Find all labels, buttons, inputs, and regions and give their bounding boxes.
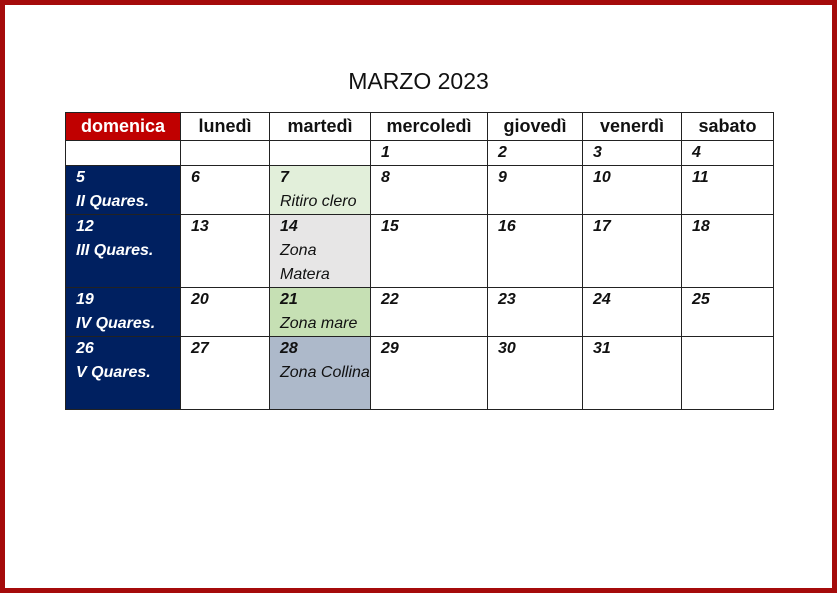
- day-number: 12: [76, 218, 94, 235]
- day-number: 25: [692, 291, 710, 308]
- day-cell: 8: [370, 165, 488, 215]
- day-note: Zona Collina: [280, 364, 370, 381]
- week-row: 12 III Quares. 13 14 Zona Matera 15 16 17 18: [65, 214, 774, 288]
- day-number: 19: [76, 291, 94, 308]
- day-number: 3: [593, 144, 602, 161]
- day-cell: 22: [370, 287, 488, 337]
- day-cell: 11: [681, 165, 774, 215]
- day-cell: 7 Ritiro clero: [269, 165, 371, 215]
- day-cell: 25: [681, 287, 774, 337]
- day-cell: 1: [370, 140, 488, 166]
- day-cell: 21 Zona mare: [269, 287, 371, 337]
- day-cell: [269, 140, 371, 166]
- weekday-header-mercoled: mercoledì: [370, 112, 488, 141]
- day-cell: 27: [180, 336, 270, 410]
- day-note: V Quares.: [76, 364, 151, 381]
- day-note: II Quares.: [76, 193, 149, 210]
- weekday-header-marted: martedì: [269, 112, 371, 141]
- day-cell: [180, 140, 270, 166]
- day-number: 4: [692, 144, 701, 161]
- day-number: 22: [381, 291, 399, 308]
- day-note: III Quares.: [76, 242, 154, 259]
- day-number: 23: [498, 291, 516, 308]
- day-cell: 23: [487, 287, 583, 337]
- day-number: 11: [692, 169, 709, 186]
- day-number: 6: [191, 169, 200, 186]
- calendar-table: domenica lunedì martedì mercoledì giovedì ven…: [65, 112, 774, 410]
- day-cell: 28 Zona Collina: [269, 336, 371, 410]
- day-note: Zona Matera: [280, 242, 330, 283]
- day-cell: 15: [370, 214, 488, 288]
- day-cell: 9: [487, 165, 583, 215]
- day-cell: 3: [582, 140, 682, 166]
- day-cell: 16: [487, 214, 583, 288]
- day-cell: 31: [582, 336, 682, 410]
- day-cell: 13: [180, 214, 270, 288]
- day-number: 13: [191, 218, 209, 235]
- weekday-header-luned: lunedì: [180, 112, 270, 141]
- day-number: 16: [498, 218, 516, 235]
- week-row: 5 II Quares. 6 7 Ritiro clero 8 9 10 11: [65, 165, 774, 215]
- day-number: 18: [692, 218, 710, 235]
- day-number: 27: [191, 340, 209, 357]
- day-number: 17: [593, 218, 611, 235]
- week-row: 19 IV Quares. 20 21 Zona mare 22 23 24 25: [65, 287, 774, 337]
- day-cell: 5 II Quares.: [65, 165, 181, 215]
- day-number: 8: [381, 169, 390, 186]
- day-number: 9: [498, 169, 507, 186]
- day-number: 10: [593, 169, 611, 186]
- weekday-header-row: domenica lunedì martedì mercoledì giovedì ven…: [65, 112, 774, 141]
- weekday-header-sabato: sabato: [681, 112, 774, 141]
- weekday-header-domenica: domenica: [65, 112, 181, 141]
- day-cell: 29: [370, 336, 488, 410]
- day-note: Ritiro clero: [280, 193, 357, 210]
- day-number: 31: [593, 340, 611, 357]
- day-cell: 17: [582, 214, 682, 288]
- weekday-header-venerd: venerdì: [582, 112, 682, 141]
- day-number: 30: [498, 340, 516, 357]
- week-row: 26 V Quares. 27 28 Zona Collina 29 30 31: [65, 336, 774, 410]
- day-number: 1: [381, 144, 390, 161]
- day-cell: 2: [487, 140, 583, 166]
- day-cell: [65, 140, 181, 166]
- day-cell: 10: [582, 165, 682, 215]
- day-cell: 18: [681, 214, 774, 288]
- weekday-header-gioved: giovedì: [487, 112, 583, 141]
- day-cell: 20: [180, 287, 270, 337]
- day-cell: 19 IV Quares.: [65, 287, 181, 337]
- day-cell: 14 Zona Matera: [269, 214, 371, 288]
- day-number: 2: [498, 144, 507, 161]
- day-number: 15: [381, 218, 399, 235]
- day-number: 29: [381, 340, 399, 357]
- day-number: 7: [280, 169, 289, 186]
- day-number: 28: [280, 340, 298, 357]
- day-note: IV Quares.: [76, 315, 156, 332]
- day-cell: 24: [582, 287, 682, 337]
- day-cell: 4: [681, 140, 774, 166]
- day-note: Zona mare: [280, 315, 358, 332]
- day-cell: 30: [487, 336, 583, 410]
- week-row: 1 2 3 4: [65, 140, 774, 166]
- day-cell: 26 V Quares.: [65, 336, 181, 410]
- day-number: 20: [191, 291, 209, 308]
- calendar-title: MARZO 2023: [348, 68, 489, 94]
- day-number: 26: [76, 340, 94, 357]
- day-number: 14: [280, 218, 298, 235]
- day-number: 24: [593, 291, 611, 308]
- day-cell: [681, 336, 774, 410]
- day-number: 5: [76, 169, 85, 186]
- day-cell: 12 III Quares.: [65, 214, 181, 288]
- day-cell: 6: [180, 165, 270, 215]
- day-number: 21: [280, 291, 298, 308]
